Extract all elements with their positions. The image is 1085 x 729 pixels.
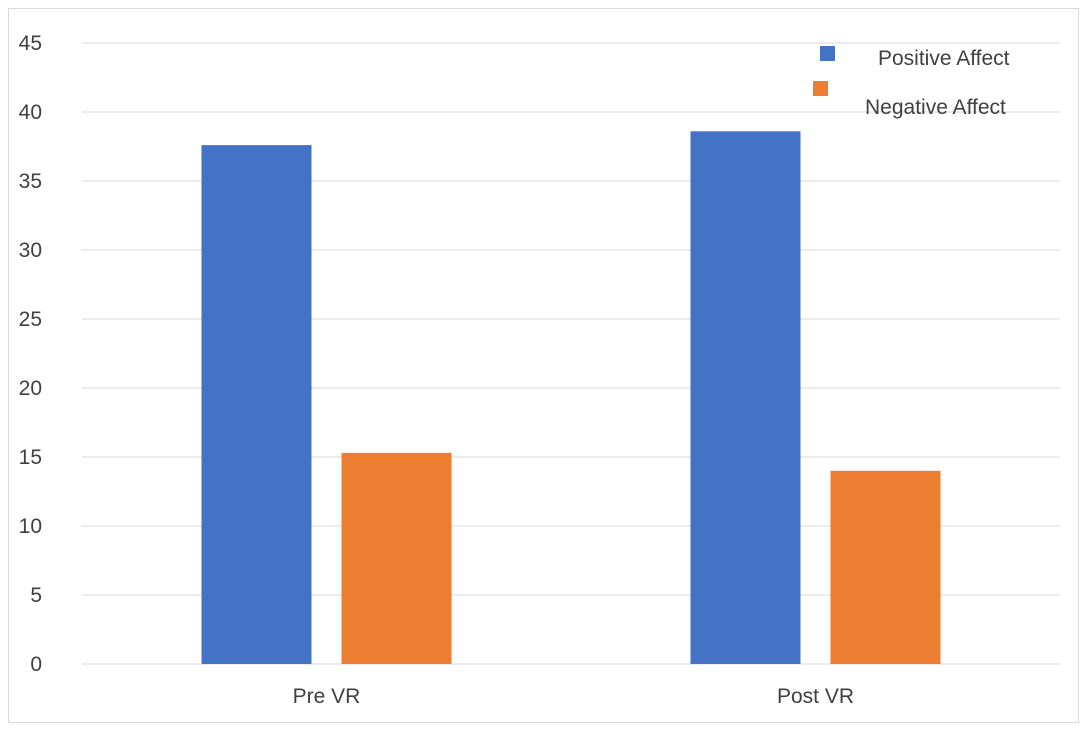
y-tick-label-15: 15 xyxy=(19,446,42,469)
y-tick-label-35: 35 xyxy=(19,170,42,193)
y-tick-label-30: 30 xyxy=(19,239,42,262)
legend-label-positive-affect: Positive Affect xyxy=(878,47,1010,70)
y-tick-label-45: 45 xyxy=(19,32,42,55)
y-tick-label-40: 40 xyxy=(19,101,42,124)
y-tick-label-5: 5 xyxy=(30,584,42,607)
bar-positive-affect-post-vr xyxy=(690,131,801,664)
legend-swatch-negative-affect xyxy=(813,81,828,96)
bar-positive-affect-pre-vr xyxy=(201,145,312,664)
y-tick-label-20: 20 xyxy=(19,377,42,400)
y-tick-label-25: 25 xyxy=(19,308,42,331)
legend-label-negative-affect: Negative Affect xyxy=(865,96,1006,119)
x-tick-label-pre-vr: Pre VR xyxy=(293,685,361,708)
bar-negative-affect-post-vr xyxy=(830,470,941,664)
x-tick-label-post-vr: Post VR xyxy=(777,685,854,708)
legend-swatch-positive-affect xyxy=(820,46,835,61)
bars xyxy=(201,131,941,664)
y-tick-label-0: 0 xyxy=(30,653,42,676)
x-axis-ticks: Pre VR Post VR xyxy=(293,685,854,708)
y-tick-label-10: 10 xyxy=(19,515,42,538)
legend: Positive Affect Negative Affect xyxy=(813,46,1010,119)
bar-negative-affect-pre-vr xyxy=(341,452,452,664)
y-axis-ticks: 0 5 10 15 20 25 30 35 40 45 xyxy=(19,32,42,676)
